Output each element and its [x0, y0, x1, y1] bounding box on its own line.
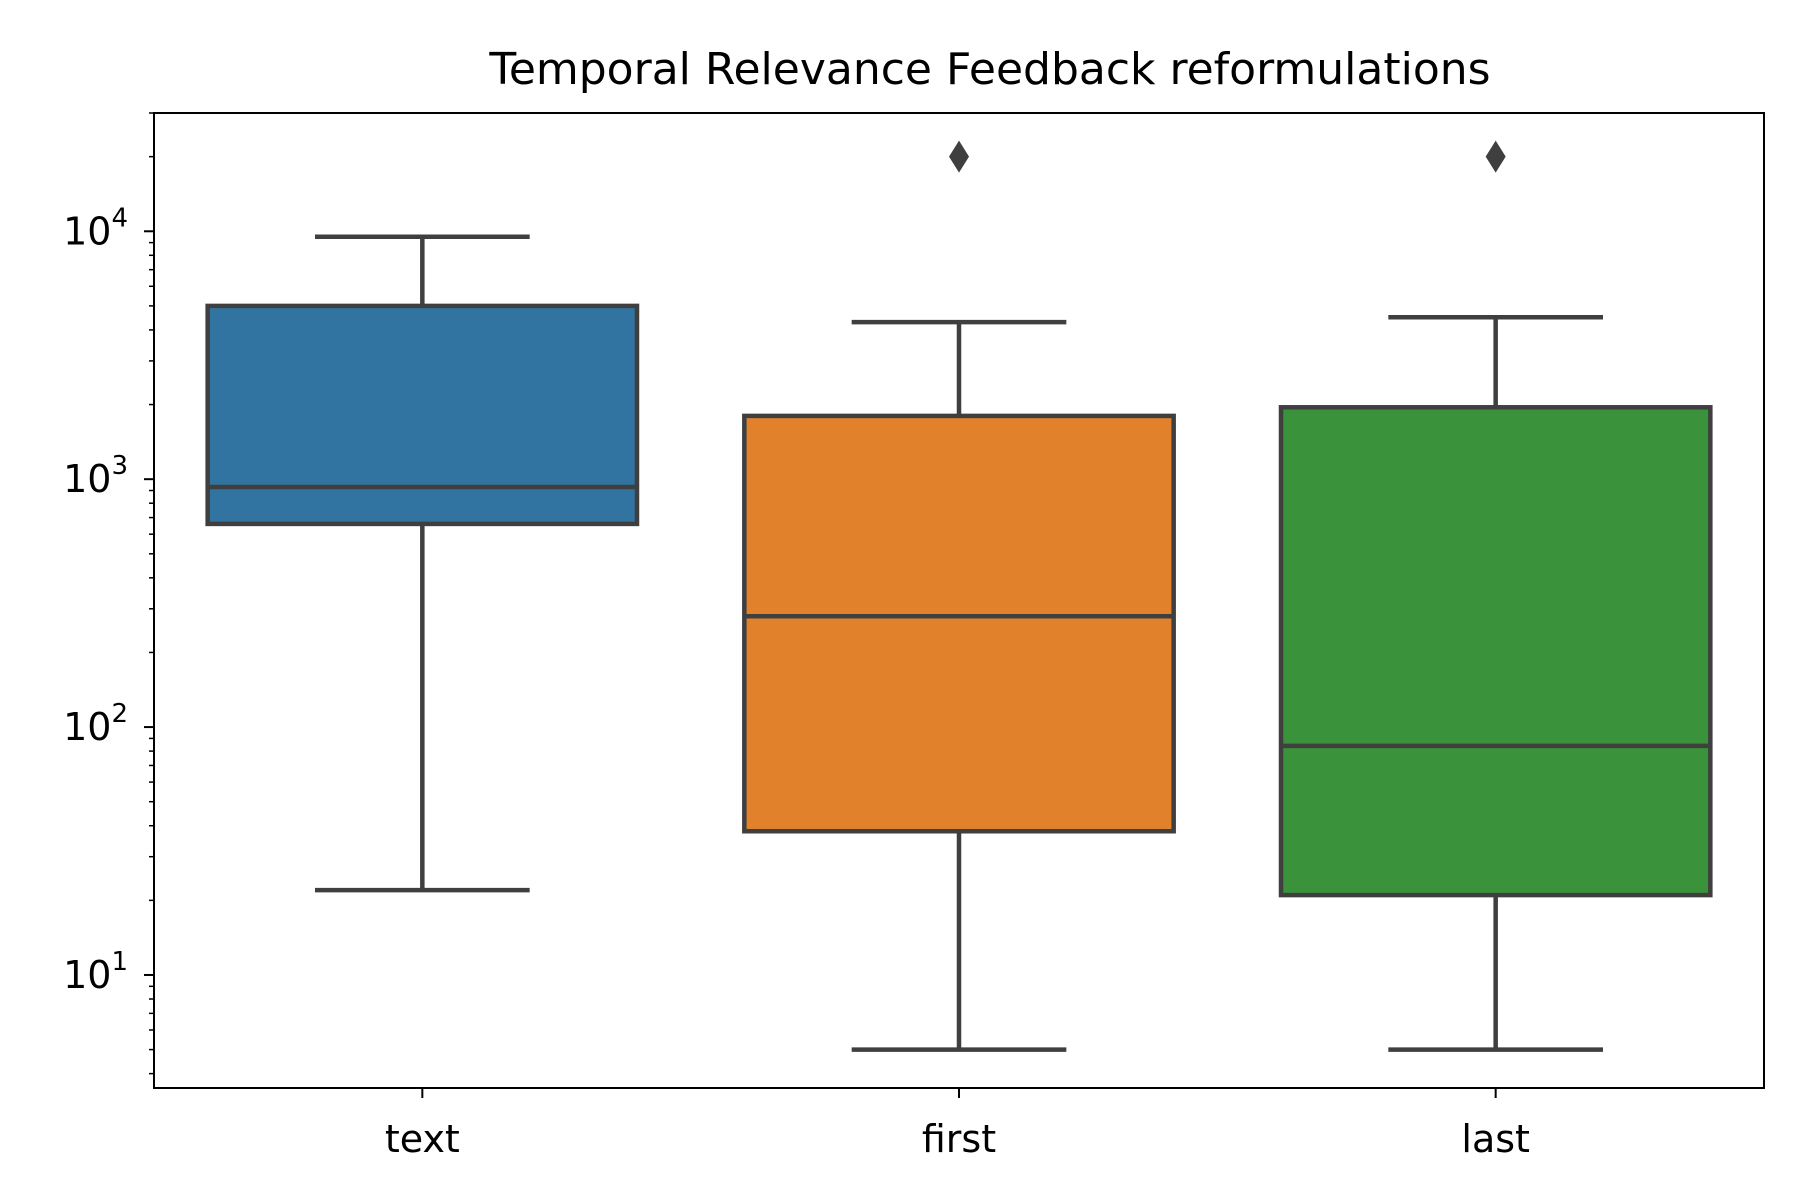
- outlier-marker: [1485, 140, 1506, 173]
- y-tick-label-base: 10: [63, 209, 111, 253]
- y-tick-label-exponent: 1: [111, 947, 128, 977]
- y-tick-label-exponent: 3: [111, 451, 128, 481]
- box-text: [205, 234, 640, 893]
- y-tick-label: 102: [63, 699, 128, 749]
- x-tick-label: text: [385, 1117, 460, 1161]
- y-tick-label-base: 10: [63, 953, 111, 997]
- box-first: [742, 140, 1176, 1052]
- boxes-layer: [205, 140, 1713, 1052]
- box-iqr: [742, 413, 1176, 834]
- y-tick-label: 103: [63, 451, 128, 501]
- y-tick-label-exponent: 2: [111, 699, 128, 729]
- y-tick-label-base: 10: [63, 705, 111, 749]
- y-tick-label: 104: [63, 203, 128, 253]
- box-iqr: [1278, 405, 1713, 898]
- box-last: [1278, 140, 1713, 1052]
- y-tick-label: 101: [63, 947, 128, 997]
- chart-title: Temporal Relevance Feedback reformulatio…: [488, 44, 1490, 95]
- x-tick-label: first: [922, 1117, 996, 1161]
- y-tick-label-exponent: 4: [111, 203, 128, 233]
- box-iqr: [205, 303, 640, 527]
- x-tick-label: last: [1461, 1117, 1530, 1161]
- y-tick-label-base: 10: [63, 457, 111, 501]
- outlier-marker: [949, 140, 969, 173]
